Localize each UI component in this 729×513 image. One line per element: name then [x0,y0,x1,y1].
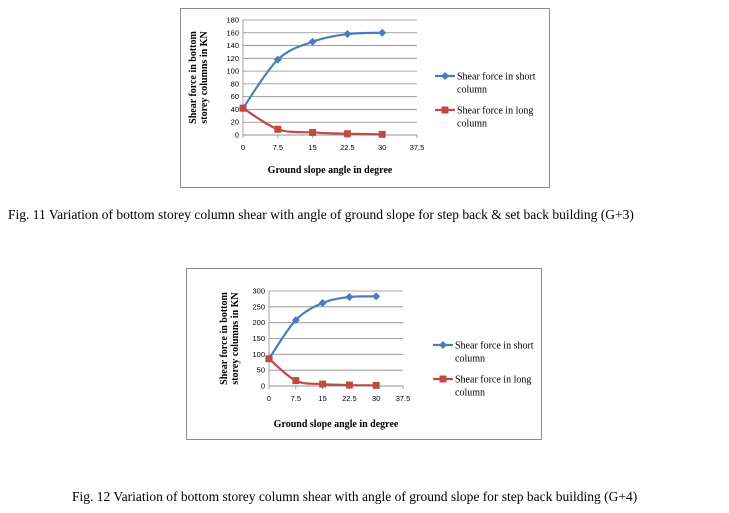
y-tick-label: 250 [252,302,265,311]
legend-0-marker [441,72,449,80]
y-tick-label: 100 [252,350,265,359]
caption-fig11: Fig. 11 Variation of bottom storey colum… [8,207,634,222]
x-axis-title: Ground slope angle in degree [268,165,393,176]
x-tick-label: 15 [318,394,326,403]
legend-1-marker [441,106,449,114]
series-1-point [265,355,273,363]
legend-0-label: Shear force in short [455,341,534,352]
legend-1-label: column [455,388,485,399]
series-1-point [372,381,380,389]
series-1-point [319,380,327,388]
y-tick-label: 50 [257,366,265,375]
series-0-point [308,37,317,46]
y-axis-title: Shear force in bottom [188,30,199,123]
x-tick-label: 37.5 [410,143,425,152]
series-0-point [378,28,387,37]
y-tick-label: 180 [226,16,239,25]
series-1-point [309,128,317,136]
y-tick-label: 20 [231,118,239,127]
x-tick-label: 15 [308,143,316,152]
y-axis-title: Shear force in bottom [219,291,230,384]
y-tick-label: 100 [226,67,239,76]
legend-1-marker [439,375,447,383]
x-tick-label: 30 [372,394,380,403]
series-0-point [343,30,352,39]
series-1-point [345,381,353,389]
y-tick-label: 150 [252,334,265,343]
x-tick-label: 30 [378,143,386,152]
series-1-point [292,377,300,385]
y-tick-label: 0 [261,382,265,391]
x-tick-label: 37.5 [396,394,411,403]
chart-fig12-svg: 0 50 100 150 200 250 300 0 7.5 15 22.5 30 37.5 Ground… [219,287,534,431]
legend-1-label: Shear force in long [457,106,533,117]
legend-1-label: column [457,119,487,130]
x-axis-title: Ground slope angle in degree [274,419,399,430]
legend-0-label: column [457,85,487,96]
y-tick-label: 80 [231,79,239,88]
x-tick-label: 22.5 [342,394,357,403]
x-tick-label: 7.5 [291,394,301,403]
x-tick-label: 0 [241,143,245,152]
y-axis-title: storey columns in KN [230,292,241,385]
series-0-point [345,293,354,302]
x-tick-label: 22.5 [340,143,355,152]
y-tick-label: 60 [231,92,239,101]
chart-fig12: 0 50 100 150 200 250 300 0 7.5 15 22.5 30 37.5 Ground… [186,268,542,440]
y-tick-label: 120 [226,54,239,63]
series-0-point [318,299,327,308]
legend-1-label: Shear force in long [455,375,531,386]
legend-0-label: column [455,354,485,365]
series-0-point [291,316,300,325]
x-tick-label: 0 [267,394,271,403]
series-0-point [372,292,381,301]
y-tick-label: 0 [235,131,239,140]
chart-fig11-svg: 0 20 40 60 80 100 120 140 160 180 0 7.5 15 22.5 30 37.5… [188,16,536,177]
chart-fig11: 0 20 40 60 80 100 120 140 160 180 0 7.5 15 22.5 30 37.5… [180,8,550,188]
caption-fig12: Fig. 12 Variation of bottom storey colum… [72,489,638,504]
y-tick-label: 200 [252,318,265,327]
series-1-point [239,104,247,112]
legend-0-label: Shear force in short [457,72,536,83]
series-1-point [274,125,282,133]
series-0-point [273,55,282,64]
x-tick-label: 7.5 [273,143,283,152]
y-tick-label: 40 [231,105,239,114]
series-1-point [378,130,386,138]
series-1-point [343,130,351,138]
legend-0-marker [439,341,447,349]
y-tick-label: 140 [226,41,239,50]
y-tick-label: 160 [226,28,239,37]
y-tick-label: 300 [252,287,265,296]
y-axis-title: storey columns in KN [199,31,210,124]
